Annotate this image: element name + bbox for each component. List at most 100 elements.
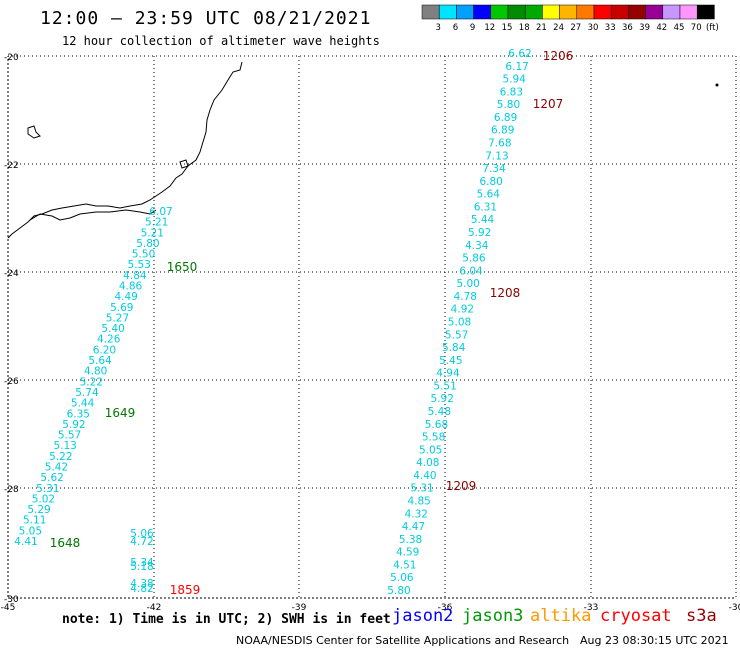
wave-height-value: 5.31 <box>410 483 433 495</box>
wave-height-value: 5.62 <box>40 472 63 484</box>
wave-height-value: 5.64 <box>477 189 501 201</box>
wave-height-value: 6.62 <box>508 48 531 60</box>
pass-time-label: 1208 <box>490 286 521 300</box>
latitude-label: -22 <box>4 161 19 171</box>
legend-label: 33 <box>605 23 616 33</box>
wave-height-value: 5.42 <box>45 461 68 473</box>
wave-height-value: 6.80 <box>479 176 502 188</box>
wave-height-value: 4.80 <box>84 366 107 378</box>
wave-height-value: 5.06 <box>130 528 154 540</box>
legend-label: 70 <box>691 23 702 33</box>
pass-time-label: 1859 <box>170 583 201 597</box>
wave-height-value: 4.38 <box>130 578 153 590</box>
wave-height-value: 5.27 <box>106 312 129 324</box>
wave-height-value: 5.21 <box>145 217 168 229</box>
legend-label: 24 <box>553 23 564 33</box>
legend-swatch <box>524 4 543 20</box>
wave-height-value: 4.08 <box>416 457 439 469</box>
wave-height-value: 7.68 <box>488 138 511 150</box>
wave-height-value: 4.51 <box>393 559 416 571</box>
wave-height-value: 4.34 <box>465 240 489 252</box>
legend-swatch <box>593 4 612 20</box>
wave-height-value: 5.44 <box>71 398 95 410</box>
legend-label: 21 <box>536 23 547 33</box>
wave-height-value: 4.26 <box>97 334 121 346</box>
pass-time-label: 1209 <box>446 479 477 493</box>
wave-height-value: 4.32 <box>405 508 428 520</box>
wave-height-value: 5.80 <box>497 99 520 111</box>
legend-label: 6 <box>453 23 458 33</box>
wave-height-value: 5.06 <box>390 572 414 584</box>
wave-height-value: 4.86 <box>119 281 143 293</box>
wave-height-value: 5.64 <box>88 355 112 367</box>
lat-lon-grid: -20-22-24-26-28-30-45-42-39-36-33-30 <box>1 53 740 613</box>
wave-height-value: 6.83 <box>500 86 523 98</box>
legend-label: 30 <box>588 23 599 33</box>
legend-label: 27 <box>570 23 581 33</box>
wave-height-value: 6.04 <box>459 265 483 277</box>
legend-swatch <box>679 4 698 20</box>
longitude-label: -30 <box>729 603 740 613</box>
wave-height-value: 4.40 <box>413 470 436 482</box>
latitude-label: -20 <box>4 53 19 63</box>
wave-height-value: 5.57 <box>445 329 468 341</box>
wave-height-value: 5.48 <box>428 406 451 418</box>
pass-time-label: 1207 <box>533 97 564 111</box>
wave-height-value: 5.86 <box>462 253 486 265</box>
coastline <box>7 61 719 239</box>
wave-height-value: 4.92 <box>451 304 474 316</box>
wave-height-value: 5.13 <box>53 440 76 452</box>
wave-height-value: 5.05 <box>419 444 442 456</box>
legend-swatch <box>576 4 595 20</box>
page-subtitle: 12 hour collection of altimeter wave hei… <box>62 34 380 48</box>
pass-time-label: 1649 <box>105 406 136 420</box>
latitude-label: -28 <box>4 485 19 495</box>
island-path <box>27 125 41 139</box>
legend-label: 9 <box>470 23 475 33</box>
wave-height-value: 6.17 <box>505 61 528 73</box>
longitude-label: -42 <box>147 603 162 613</box>
wave-height-value: 5.84 <box>442 342 466 354</box>
longitude-label: -33 <box>584 603 599 613</box>
satellite-jason3: jason3 <box>462 606 524 626</box>
wave-height-value: 5.94 <box>503 74 527 86</box>
latitude-label: -24 <box>4 269 19 279</box>
wave-height-value: 6.31 <box>474 201 497 213</box>
longitude-label: -45 <box>1 603 16 613</box>
legend-label: 39 <box>639 23 650 33</box>
legend-label: 15 <box>502 23 513 33</box>
wave-height-value: 6.89 <box>491 125 514 137</box>
time-labels: 1206 1207 1208 1209 1650 1649 1648 1859 <box>50 49 574 597</box>
wave-height-value: 5.40 <box>101 323 124 335</box>
wave-height-value: 4.82 <box>130 583 153 595</box>
coast-detail-path <box>29 209 157 221</box>
wave-height-value: 6.35 <box>67 408 90 420</box>
wave-height-value: 5.31 <box>36 483 59 495</box>
wave-height-value: 5.92 <box>62 419 85 431</box>
credit-text: NOAA/NESDIS Center for Satellite Applica… <box>236 634 570 647</box>
legend-swatch <box>542 4 560 20</box>
wave-height-value: 5.74 <box>75 387 99 399</box>
wave-height-value: 5.58 <box>422 432 445 444</box>
wave-height-value: 4.49 <box>114 291 137 303</box>
wave-height-value: 5.69 <box>110 302 133 314</box>
satellite-altika: altika <box>530 606 592 626</box>
wave-height-value: 5.22 <box>80 376 103 388</box>
wave-height-value: 5.50 <box>132 249 155 261</box>
legend-label: 45 <box>674 23 685 33</box>
island-path-2 <box>179 159 189 169</box>
wave-height-value: 5.80 <box>387 585 410 597</box>
wave-height-value: 5.45 <box>439 355 462 367</box>
wave-height-value: 5.29 <box>27 504 50 516</box>
wave-height-value: 5.38 <box>399 534 422 546</box>
satellite-s3a: s3a <box>686 606 717 626</box>
legend-swatch <box>662 4 681 20</box>
legend-label: 36 <box>622 23 633 33</box>
legend-label: 12 <box>484 23 495 33</box>
island-dot <box>715 83 719 87</box>
legend-swatch <box>696 4 715 20</box>
legend-swatch <box>421 4 440 20</box>
legend-swatch <box>507 4 526 20</box>
